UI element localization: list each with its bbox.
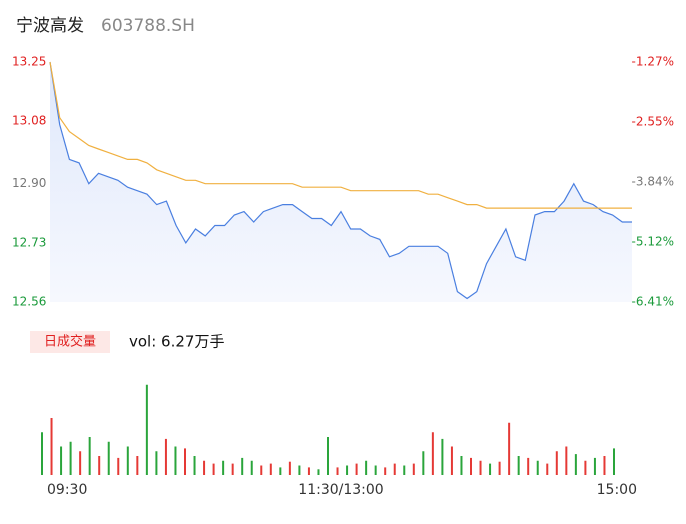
volume-bar	[117, 457, 120, 475]
volume-bar	[574, 454, 577, 475]
volume-bar	[441, 438, 444, 475]
volume-bar	[145, 384, 148, 475]
price-area	[50, 62, 632, 302]
volume-bar	[355, 463, 358, 475]
volume-bar	[98, 456, 101, 475]
y2-tick-label: -1.27%	[632, 55, 674, 69]
volume-info: vol: 6.27万手	[129, 333, 224, 351]
volume-bar	[374, 465, 377, 475]
volume-bar	[555, 451, 558, 475]
volume-bar	[126, 446, 129, 475]
volume-bar	[41, 432, 43, 475]
volume-bar	[479, 460, 482, 475]
volume-bar	[403, 465, 406, 475]
volume-bar	[88, 437, 91, 475]
volume-bar	[155, 451, 158, 475]
y2-tick-label: -2.55%	[632, 114, 674, 128]
volume-bar	[288, 461, 291, 475]
volume-bar	[164, 438, 167, 475]
volume-bar	[174, 446, 177, 475]
volume-bar	[603, 456, 606, 475]
volume-bar	[203, 460, 206, 475]
volume-bar	[536, 460, 539, 475]
volume-bar	[279, 467, 282, 475]
volume-bar	[307, 467, 310, 475]
volume-bar	[527, 457, 530, 475]
stock-code: 603788.SH	[101, 16, 195, 36]
volume-bar	[260, 465, 263, 475]
volume-bar	[136, 456, 139, 475]
volume-bar	[269, 463, 272, 475]
volume-bar	[184, 448, 186, 475]
volume-bar	[50, 418, 53, 475]
volume-title: 日成交量	[44, 334, 96, 350]
volume-bar	[79, 451, 82, 475]
volume-bar	[517, 456, 520, 475]
volume-bar	[565, 446, 568, 475]
y-tick-label: 12.73	[12, 235, 46, 249]
y-tick-label: 13.25	[12, 55, 46, 69]
volume-bar	[431, 432, 434, 475]
volume-bar	[69, 441, 72, 475]
volume-bar	[107, 441, 110, 475]
volume-bar	[231, 463, 234, 475]
x-tick-label: 09:30	[47, 482, 87, 498]
volume-bar	[546, 463, 549, 475]
volume-bar	[412, 463, 415, 475]
volume-bar	[60, 446, 63, 475]
volume-bar	[393, 463, 396, 475]
y2-tick-label: -3.84%	[632, 175, 674, 189]
volume-bar	[508, 422, 511, 475]
x-tick-label: 11:30/13:00	[298, 482, 383, 498]
volume-bar	[365, 460, 368, 475]
volume-bar	[317, 469, 320, 475]
volume-bar	[593, 457, 596, 475]
volume-bar	[422, 451, 425, 475]
volume-bar	[212, 463, 215, 475]
volume-bar	[498, 461, 501, 475]
volume-bar	[336, 467, 339, 475]
volume-bar	[327, 437, 329, 475]
volume-bar	[193, 456, 196, 475]
y-tick-label: 12.56	[12, 295, 46, 309]
average-line	[49, 61, 632, 209]
y-tick-label: 12.90	[12, 176, 46, 190]
volume-bar	[489, 463, 492, 475]
price-line	[49, 61, 632, 300]
stock-name: 宁波高发	[16, 16, 84, 36]
volume-bar	[250, 460, 253, 475]
volume-bar	[460, 456, 463, 475]
volume-bar	[298, 465, 301, 475]
volume-bar	[613, 448, 615, 475]
volume-bar	[384, 467, 387, 475]
y2-tick-label: -5.12%	[632, 234, 674, 248]
volume-bar	[470, 457, 472, 475]
volume-bar	[584, 460, 587, 475]
x-tick-label: 15:00	[597, 482, 637, 498]
volume-bar	[241, 457, 244, 475]
y-tick-label: 13.08	[12, 114, 46, 128]
volume-bar	[450, 446, 453, 475]
volume-bar	[222, 460, 225, 475]
volume-badge	[30, 331, 110, 353]
y2-tick-label: -6.41%	[632, 295, 674, 309]
volume-bar	[346, 465, 349, 475]
